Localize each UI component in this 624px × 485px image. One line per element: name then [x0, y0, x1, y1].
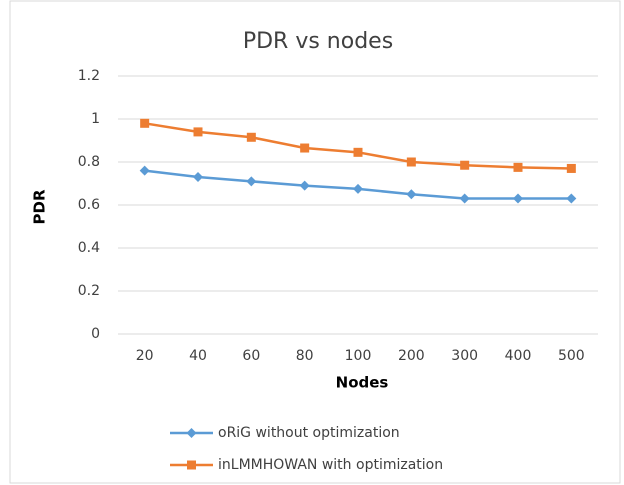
- data-point: [299, 180, 310, 191]
- legend-marker: [187, 460, 196, 470]
- x-tick-label: 200: [398, 348, 425, 364]
- x-tick-label: 60: [242, 348, 260, 364]
- data-point: [406, 189, 417, 200]
- chart-title: PDR vs nodes: [243, 29, 393, 54]
- y-tick-label: 0.2: [78, 283, 100, 299]
- data-point: [459, 193, 470, 204]
- data-point: [246, 176, 257, 187]
- data-point: [566, 163, 576, 173]
- x-tick-label: 500: [558, 348, 585, 364]
- y-tick-label: 1: [91, 111, 100, 127]
- x-tick-label: 300: [451, 348, 478, 364]
- legend-marker: [186, 428, 197, 438]
- chart-frame: [9, 0, 621, 484]
- data-point: [193, 127, 203, 137]
- data-point: [300, 143, 310, 153]
- y-tick-label: 0.6: [78, 197, 100, 213]
- data-point: [460, 160, 470, 170]
- data-point: [353, 147, 363, 157]
- x-tick-label: 80: [296, 348, 314, 364]
- y-axis-label: PDR: [31, 189, 49, 224]
- data-point: [513, 193, 523, 204]
- y-tick-label: 1.2: [78, 68, 100, 84]
- data-point: [193, 172, 203, 183]
- legend-label: oRiG without optimization: [218, 425, 400, 441]
- data-point: [353, 183, 363, 194]
- y-tick-label: 0.8: [78, 154, 100, 170]
- y-tick-label: 0.4: [78, 240, 100, 256]
- x-tick-label: 100: [345, 348, 372, 364]
- data-point: [139, 165, 150, 176]
- data-point: [566, 193, 577, 204]
- x-tick-label: 20: [136, 348, 154, 364]
- x-tick-label: 400: [505, 348, 532, 364]
- data-point: [406, 157, 416, 167]
- legend-label: inLMMHOWAN with optimization: [218, 457, 443, 473]
- x-axis-label: Nodes: [336, 374, 389, 392]
- data-point: [140, 118, 150, 128]
- data-point: [246, 132, 256, 142]
- y-tick-label: 0: [91, 326, 100, 342]
- data-point: [513, 162, 523, 172]
- x-tick-label: 40: [189, 348, 207, 364]
